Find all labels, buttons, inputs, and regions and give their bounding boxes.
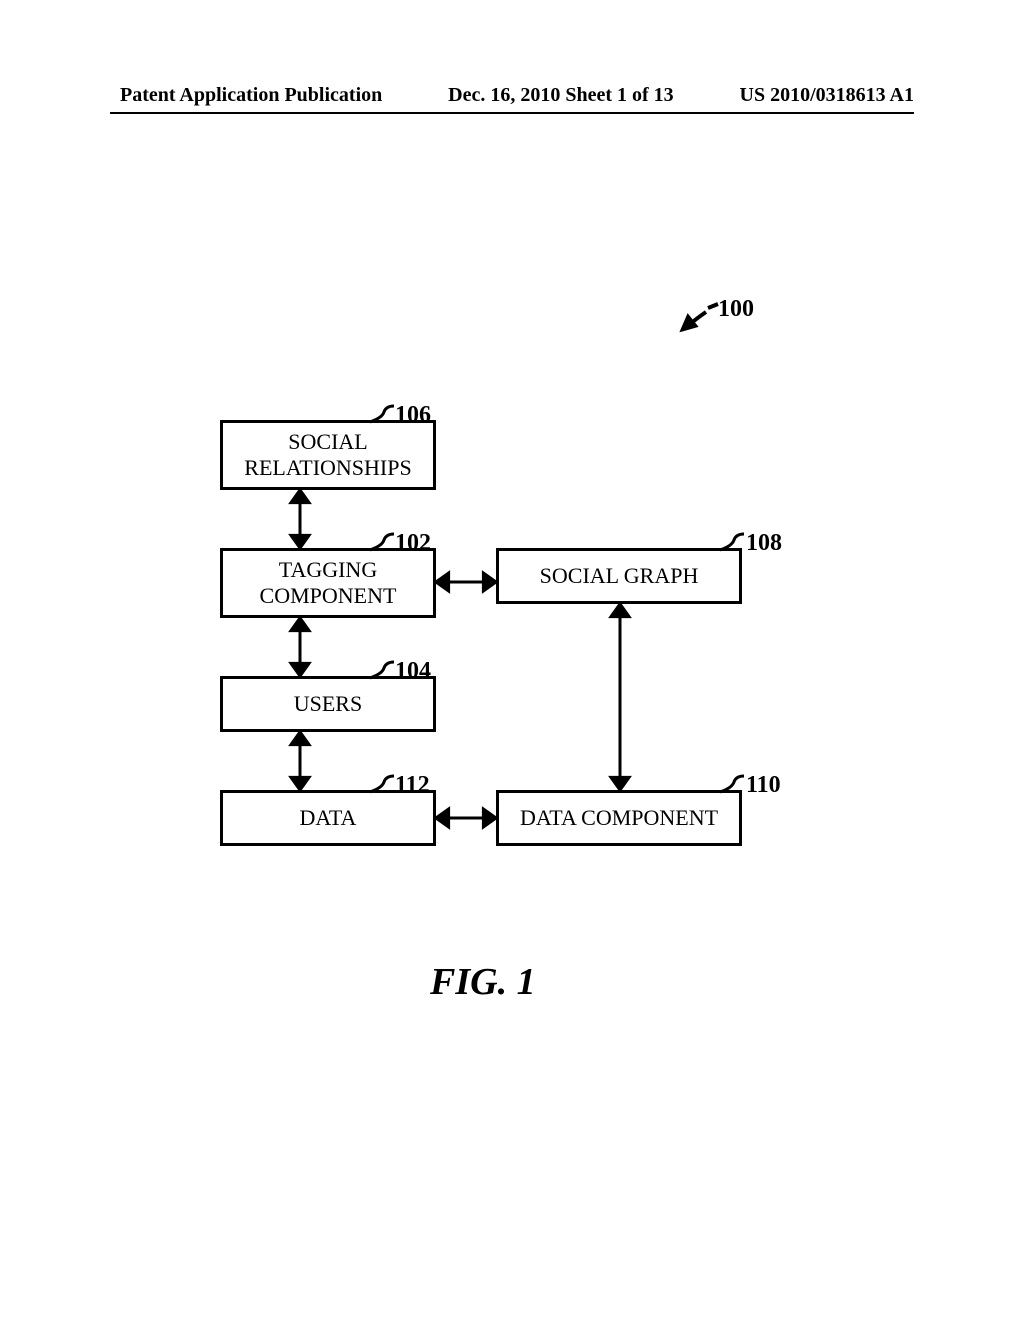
ref-label-100: 100 [718,296,754,323]
box-social-relationships: SOCIALRELATIONSHIPS [220,420,436,490]
ref-label-110: 110 [746,772,781,799]
ref-label-102: 102 [395,530,431,557]
figure-label: FIG. 1 [430,960,536,1004]
box-label: SOCIAL GRAPH [540,563,699,589]
page: Patent Application Publication Dec. 16, … [0,0,1024,1320]
box-label: USERS [294,691,362,717]
ref-label-112: 112 [395,772,430,799]
ref-label-104: 104 [395,658,431,685]
box-label: DATA COMPONENT [520,805,718,831]
ref-label-108: 108 [746,530,782,557]
box-social-graph: SOCIAL GRAPH [496,548,742,604]
connector-overlay [0,0,1024,1320]
ref-label-106: 106 [395,402,431,429]
box-tagging-component: TAGGINGCOMPONENT [220,548,436,618]
box-data-component: DATA COMPONENT [496,790,742,846]
box-label: SOCIALRELATIONSHIPS [244,429,411,481]
diagram-canvas: SOCIALRELATIONSHIPS TAGGINGCOMPONENT SOC… [0,0,1024,1320]
box-label: DATA [300,805,357,831]
box-label: TAGGINGCOMPONENT [260,557,397,609]
